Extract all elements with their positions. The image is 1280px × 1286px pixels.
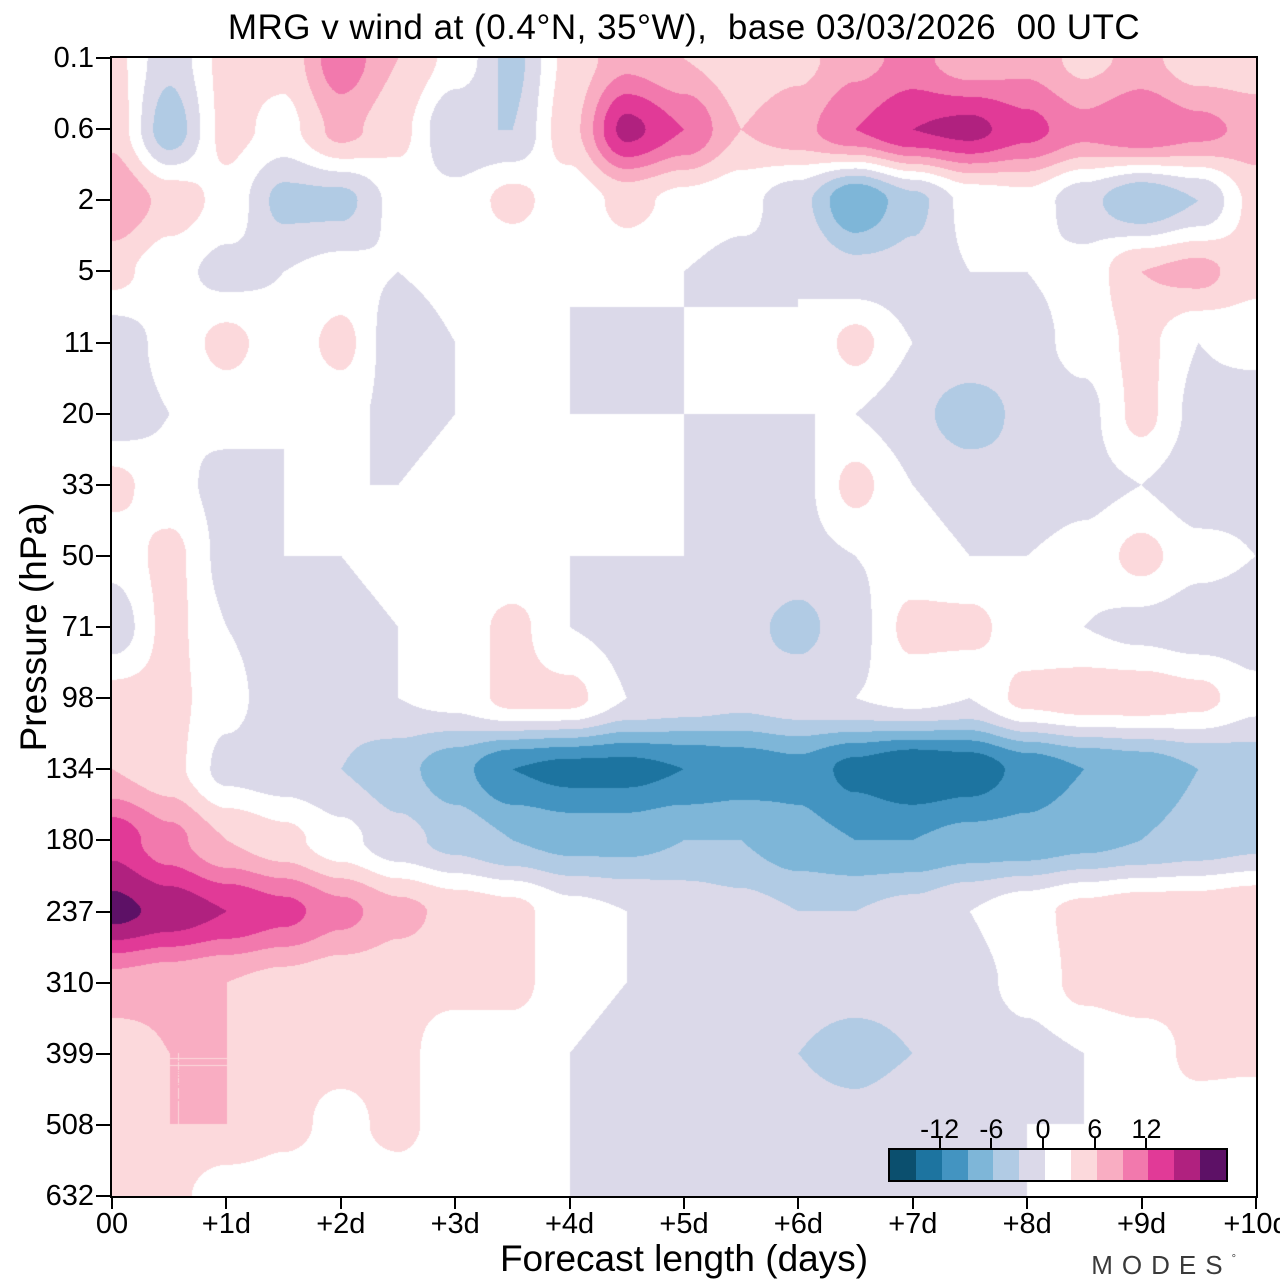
y-tick-label: 0.1 <box>53 42 94 74</box>
chart-title: MRG v wind at (0.4°N, 35°W), base 03/03/… <box>227 8 1141 47</box>
y-tick-label: 50 <box>61 539 94 572</box>
x-tick-mark <box>683 1198 685 1209</box>
contour-field <box>112 58 1256 1196</box>
colorbar-tick-mark <box>938 1138 941 1148</box>
y-tick-mark <box>96 412 110 415</box>
modes-logo-mark: ° <box>1231 1253 1236 1265</box>
colorbar-cell <box>941 1150 968 1180</box>
y-tick-mark <box>96 199 110 202</box>
y-tick-label: 632 <box>45 1180 94 1212</box>
y-tick-mark <box>96 981 110 984</box>
x-tick-mark <box>1140 1198 1143 1209</box>
y-tick-label: 180 <box>45 824 94 857</box>
x-tick-mark <box>454 1198 457 1209</box>
y-tick-mark <box>96 839 110 842</box>
x-tick-mark <box>911 1198 914 1209</box>
y-tick-label: 33 <box>61 468 94 501</box>
x-tick-mark <box>568 1198 571 1209</box>
y-tick-label: 20 <box>61 397 94 430</box>
colorbar-tick-mark <box>990 1138 993 1148</box>
y-tick-mark <box>96 1052 110 1055</box>
colorbar <box>888 1148 1228 1182</box>
x-tick-mark <box>797 1198 800 1209</box>
y-tick-label: 237 <box>45 895 94 928</box>
x-tick-label: +6d <box>773 1208 823 1240</box>
x-tick-mark <box>225 1198 228 1209</box>
y-tick-mark <box>96 483 110 486</box>
y-tick-label: 71 <box>61 611 94 643</box>
colorbar-cell <box>1200 1150 1226 1180</box>
y-tick-label: 11 <box>63 326 94 359</box>
x-tick-label: +1d <box>201 1208 251 1240</box>
colorbar-tick-mark <box>1093 1138 1096 1148</box>
y-tick-label: 0.6 <box>53 113 94 146</box>
x-tick-label: 00 <box>95 1208 129 1240</box>
y-tick-label: 399 <box>45 1037 94 1070</box>
x-tick-mark <box>1026 1198 1029 1209</box>
y-tick-mark <box>96 1195 110 1197</box>
colorbar-cell <box>1174 1150 1201 1180</box>
colorbar-cell <box>993 1150 1020 1180</box>
y-tick-mark <box>96 270 110 273</box>
colorbar-cell <box>1122 1150 1149 1180</box>
y-tick-mark <box>96 626 110 628</box>
y-tick-mark <box>96 768 110 771</box>
y-tick-mark <box>96 128 110 131</box>
x-tick-mark <box>111 1198 113 1209</box>
x-tick-label: +7d <box>888 1208 938 1240</box>
colorbar-tick-label: 6 <box>1087 1114 1103 1144</box>
y-tick-mark <box>96 697 110 700</box>
colorbar-cell <box>1096 1150 1123 1180</box>
y-tick-label: 98 <box>61 682 94 715</box>
y-tick-label: 134 <box>45 753 94 786</box>
colorbar-tick-mark <box>1042 1138 1045 1148</box>
colorbar-cell <box>915 1150 942 1180</box>
x-tick-label: +10d <box>1223 1208 1280 1240</box>
y-tick-mark <box>96 910 110 913</box>
x-tick-label: +5d <box>659 1208 709 1240</box>
colorbar-cell <box>1019 1150 1046 1180</box>
x-tick-mark <box>1255 1198 1257 1209</box>
x-tick-mark <box>339 1198 342 1209</box>
y-tick-mark <box>96 341 110 344</box>
colorbar-tick-mark <box>1145 1138 1148 1148</box>
y-tick-mark <box>96 1123 110 1126</box>
x-tick-label: +8d <box>1002 1208 1052 1240</box>
x-tick-label: +3d <box>430 1208 480 1240</box>
modes-logo: MODES° <box>1091 1250 1236 1281</box>
x-axis-label: Forecast length (days) <box>499 1238 869 1279</box>
y-tick-label: 310 <box>45 966 94 999</box>
y-tick-label: 508 <box>45 1108 94 1141</box>
colorbar-cell <box>1148 1150 1175 1180</box>
x-tick-label: +9d <box>1116 1208 1167 1240</box>
y-tick-label: 5 <box>77 255 94 288</box>
colorbar-cell <box>1070 1150 1097 1180</box>
x-tick-label: +2d <box>316 1208 366 1240</box>
y-tick-mark <box>96 554 110 557</box>
colorbar-cell <box>967 1150 994 1180</box>
modes-logo-text: MODES <box>1091 1250 1232 1280</box>
colorbar-tick-label: 0 <box>1035 1114 1051 1144</box>
y-tick-mark <box>96 57 110 59</box>
x-tick-label: +4d <box>544 1208 595 1240</box>
colorbar-cell <box>1045 1150 1071 1180</box>
colorbar-cell <box>890 1150 916 1180</box>
y-tick-label: 2 <box>77 184 94 217</box>
